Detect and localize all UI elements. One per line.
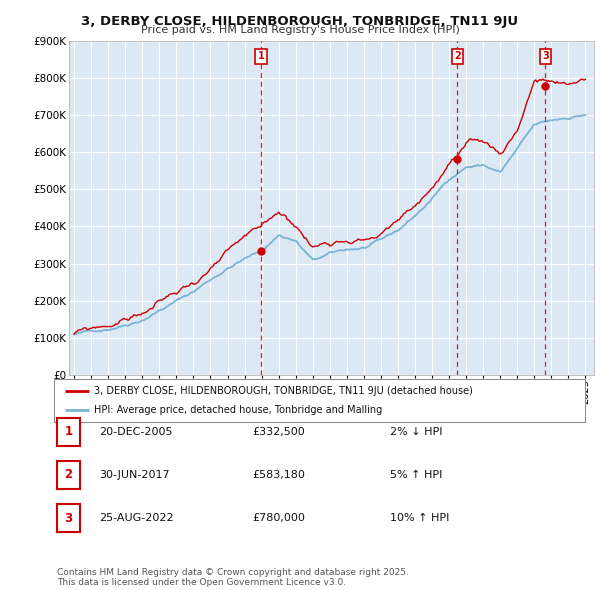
Text: £332,500: £332,500 xyxy=(252,427,305,437)
Text: 2: 2 xyxy=(454,51,461,61)
Text: 2% ↓ HPI: 2% ↓ HPI xyxy=(390,427,443,437)
Text: HPI: Average price, detached house, Tonbridge and Malling: HPI: Average price, detached house, Tonb… xyxy=(94,405,382,415)
Text: 1: 1 xyxy=(64,425,73,438)
Text: Price paid vs. HM Land Registry's House Price Index (HPI): Price paid vs. HM Land Registry's House … xyxy=(140,25,460,35)
Text: 1: 1 xyxy=(258,51,265,61)
Text: 5% ↑ HPI: 5% ↑ HPI xyxy=(390,470,442,480)
Text: Contains HM Land Registry data © Crown copyright and database right 2025.
This d: Contains HM Land Registry data © Crown c… xyxy=(57,568,409,587)
Text: 3, DERBY CLOSE, HILDENBOROUGH, TONBRIDGE, TN11 9JU: 3, DERBY CLOSE, HILDENBOROUGH, TONBRIDGE… xyxy=(82,15,518,28)
Text: 3: 3 xyxy=(64,512,73,525)
Text: 20-DEC-2005: 20-DEC-2005 xyxy=(99,427,173,437)
Text: 30-JUN-2017: 30-JUN-2017 xyxy=(99,470,170,480)
Text: £780,000: £780,000 xyxy=(252,513,305,523)
Text: 2: 2 xyxy=(64,468,73,481)
Text: 10% ↑ HPI: 10% ↑ HPI xyxy=(390,513,449,523)
Text: 3: 3 xyxy=(542,51,549,61)
Text: 25-AUG-2022: 25-AUG-2022 xyxy=(99,513,173,523)
Text: 3, DERBY CLOSE, HILDENBOROUGH, TONBRIDGE, TN11 9JU (detached house): 3, DERBY CLOSE, HILDENBOROUGH, TONBRIDGE… xyxy=(94,386,473,396)
Text: £583,180: £583,180 xyxy=(252,470,305,480)
